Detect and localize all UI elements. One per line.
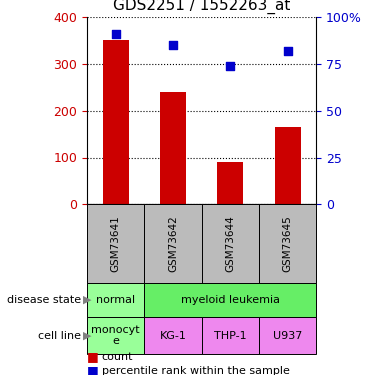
Point <box>170 42 176 48</box>
Text: monocyt
e: monocyt e <box>91 325 140 346</box>
Text: myeloid leukemia: myeloid leukemia <box>181 295 280 305</box>
Text: normal: normal <box>96 295 135 305</box>
Bar <box>103 40 128 204</box>
Point <box>285 48 291 54</box>
Text: THP-1: THP-1 <box>214 331 247 340</box>
Text: percentile rank within the sample: percentile rank within the sample <box>102 366 290 375</box>
Text: count: count <box>102 352 133 362</box>
Text: ▶: ▶ <box>83 295 91 305</box>
Title: GDS2251 / 1552263_at: GDS2251 / 1552263_at <box>113 0 290 14</box>
Text: GSM73644: GSM73644 <box>225 215 235 272</box>
Text: U937: U937 <box>273 331 302 340</box>
Bar <box>160 92 186 204</box>
Text: disease state: disease state <box>7 295 81 305</box>
Point <box>227 63 233 69</box>
Text: GSM73641: GSM73641 <box>111 215 121 272</box>
Text: GSM73645: GSM73645 <box>283 215 293 272</box>
Text: ▶: ▶ <box>83 331 91 340</box>
Bar <box>218 162 243 204</box>
Text: KG-1: KG-1 <box>159 331 186 340</box>
Text: ■: ■ <box>87 364 99 375</box>
Text: cell line: cell line <box>38 331 81 340</box>
Bar <box>275 127 300 204</box>
Text: GSM73642: GSM73642 <box>168 215 178 272</box>
Text: ■: ■ <box>87 351 99 363</box>
Point <box>112 31 118 37</box>
